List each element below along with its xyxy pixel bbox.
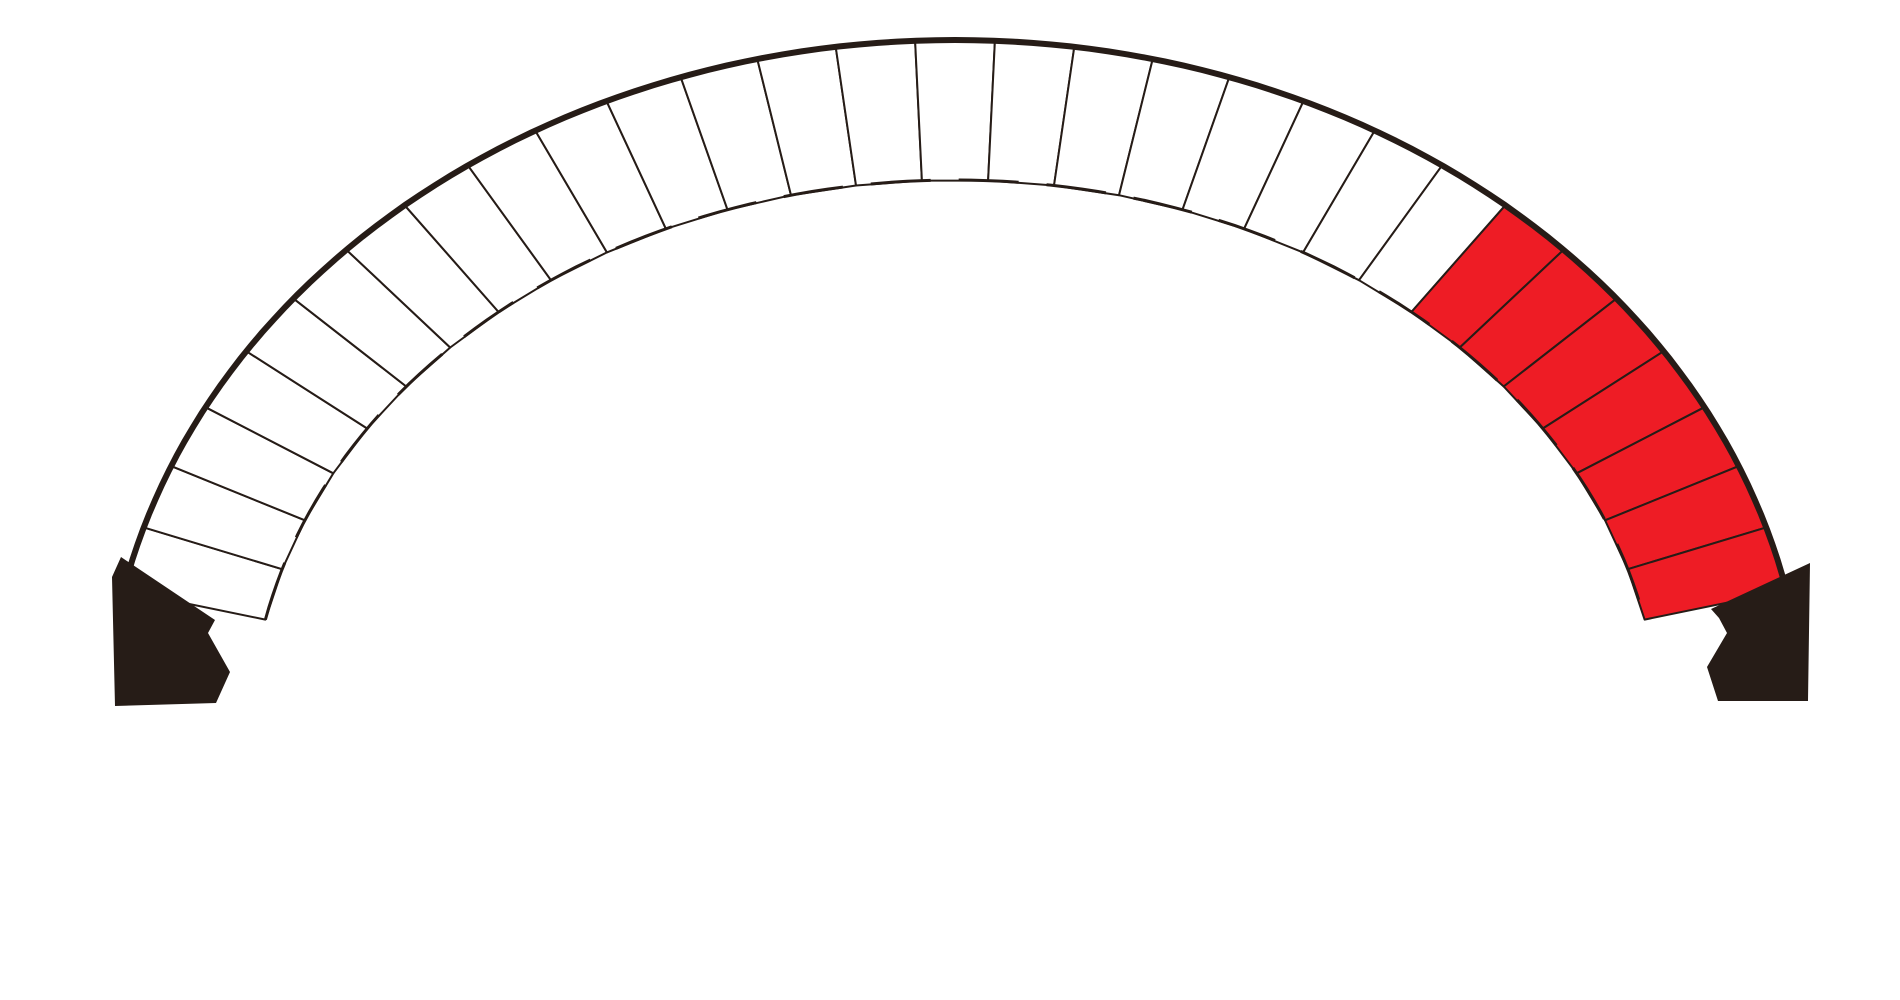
extrados-outline [120, 36, 1790, 621]
voussoir [914, 39, 996, 182]
intrados-line [263, 178, 1647, 621]
extrados-line [120, 36, 1790, 594]
left-abutment [112, 557, 230, 706]
right-abutment [1707, 563, 1810, 701]
voussoir-group [122, 39, 1788, 621]
abutment-group [112, 557, 1810, 706]
